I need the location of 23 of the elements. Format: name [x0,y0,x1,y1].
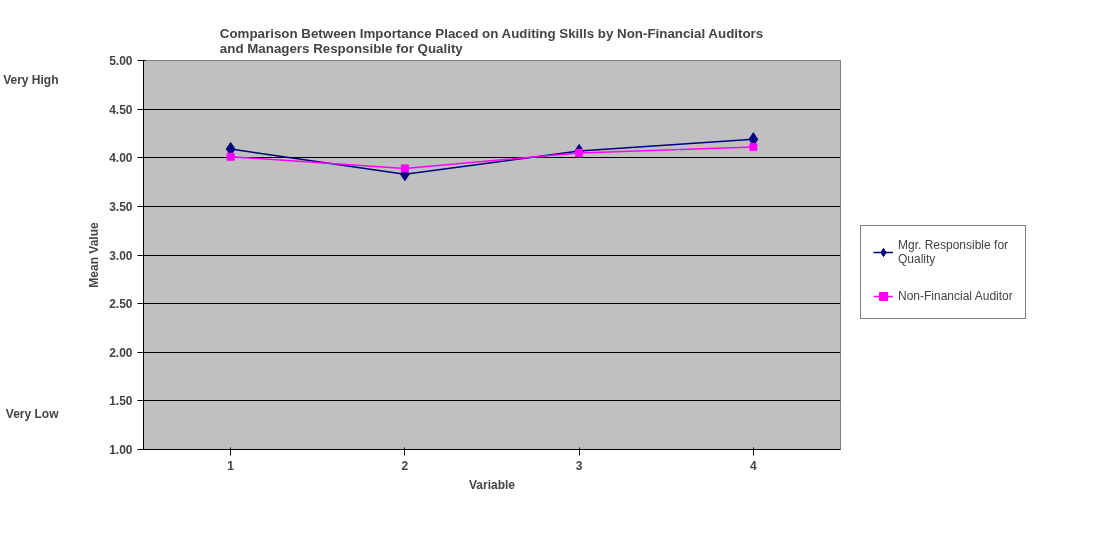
legend-label: Non-Financial Auditor [898,289,1013,303]
x-tick-label: 3 [575,458,583,473]
point [400,164,409,173]
y-tick-label: 2.50 [109,297,133,312]
point [226,152,235,161]
legend-label: Mgr. Responsible for Quality [898,238,1009,266]
chart-title: Comparison Between Importance Placed on Auditing Skills by Non-Financial Auditors and Managers Responsible for Quality [219,25,764,56]
y-tick-label: 3.50 [109,199,133,214]
x-tick-label: 4 [750,458,758,473]
y-axis-title: Mean Value [87,221,102,288]
y-tick-label: 1.50 [109,394,133,409]
text: Very Low [5,407,60,422]
y-tick-label: 5.00 [109,54,133,68]
y-tick-label: 3.00 [109,248,133,263]
x-tick-label: 2 [401,458,409,473]
text: Very High [3,72,59,87]
y-tick-label: 4.00 [109,151,133,166]
x-tick-label: 1 [227,458,235,473]
y-tick-label: 1.00 [109,443,133,457]
y-tick-label: 2.00 [109,345,133,360]
x-axis-title: Variable [468,477,516,492]
y-tick-label: 4.50 [109,102,133,117]
point [749,143,758,152]
